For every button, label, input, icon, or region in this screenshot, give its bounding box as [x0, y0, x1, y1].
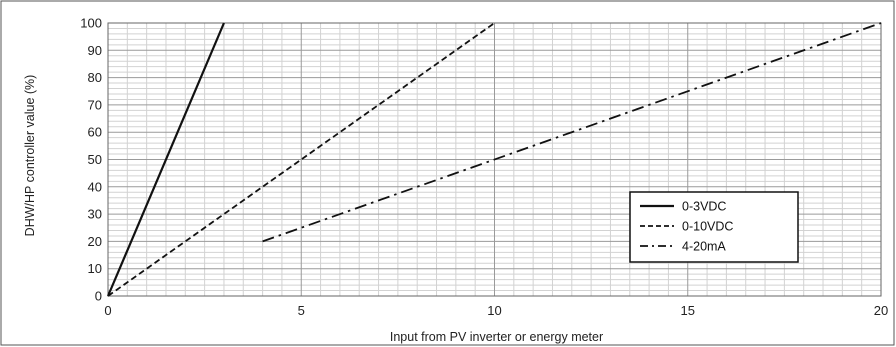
x-axis-label: Input from PV inverter or energy meter [390, 330, 603, 344]
x-tick-label: 5 [298, 303, 305, 318]
y-tick-label: 80 [88, 70, 102, 85]
x-tick-label: 0 [104, 303, 111, 318]
y-tick-label: 20 [88, 234, 102, 249]
legend-entry-label: 4-20mA [682, 240, 726, 254]
legend-box [629, 191, 799, 263]
y-tick-label: 10 [88, 261, 102, 276]
x-axis-ticks: 0 5 10 15 20 [104, 303, 888, 318]
series-line-1 [106, 22, 225, 297]
y-tick-label: 30 [88, 207, 102, 222]
series-line-2 [107, 22, 496, 297]
y-axis-ticks: 0 10 20 30 40 50 60 70 80 90 100 [80, 16, 102, 304]
y-tick-label: 60 [88, 125, 102, 140]
y-tick-label: 50 [88, 152, 102, 167]
series-line-3 [262, 22, 882, 243]
legend-entry-label: 0-3VDC [682, 200, 726, 214]
y-tick-label: 0 [95, 289, 102, 304]
y-tick-label: 40 [88, 179, 102, 194]
legend-entry-label: 0-10VDC [682, 220, 733, 234]
series-layer [106, 22, 882, 297]
x-tick-label: 10 [487, 303, 501, 318]
y-tick-label: 70 [88, 97, 102, 112]
y-tick-label: 90 [88, 43, 102, 58]
x-tick-label: 15 [681, 303, 695, 318]
x-tick-label: 20 [874, 303, 888, 318]
y-tick-label: 100 [80, 16, 102, 31]
y-axis-label: DHW/HP controller value (%) [23, 75, 37, 237]
plot-area [107, 22, 882, 297]
legend: 0-3VDC 0-10VDC 4-20mA [629, 191, 799, 263]
